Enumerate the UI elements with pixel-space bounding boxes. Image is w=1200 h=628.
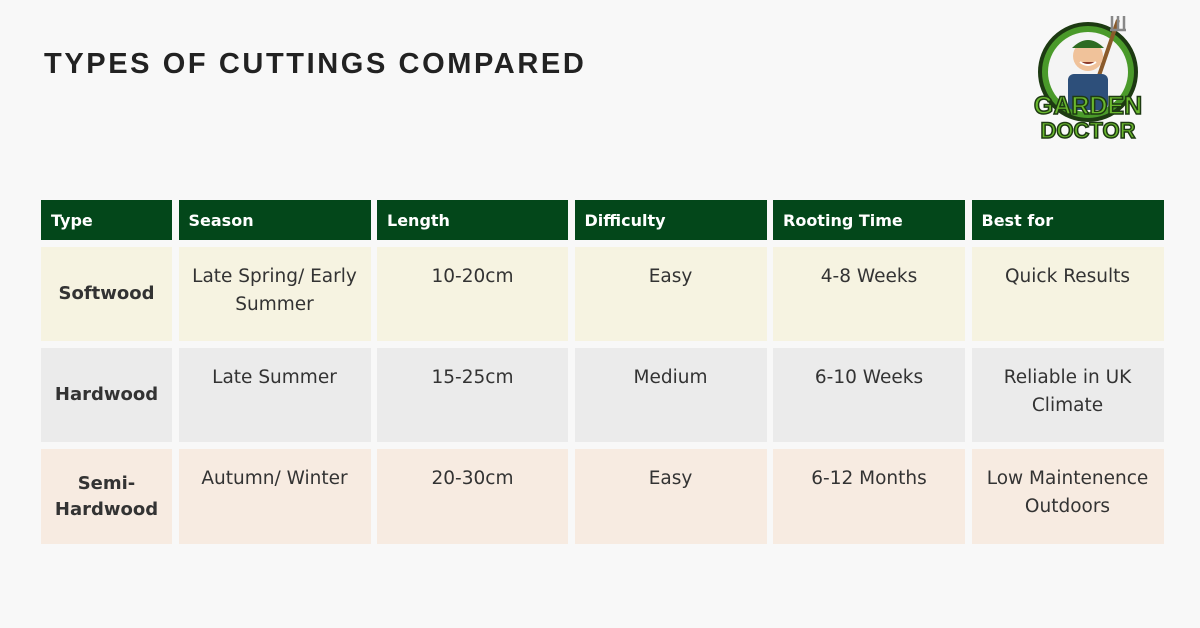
comparison-table: Type Season Length Difficulty Rooting Time Be… bbox=[41, 200, 1164, 544]
table-cell: Reliable in UK Climate bbox=[971, 348, 1164, 442]
logo-line1: GARDEN bbox=[1034, 92, 1142, 120]
table-cell: 6-10 Weeks bbox=[773, 348, 965, 442]
column-header: Difficulty bbox=[574, 200, 767, 240]
column-header: Season bbox=[178, 200, 371, 240]
column-header: Type bbox=[41, 200, 172, 240]
table-cell: Late Spring/ Early Summer bbox=[178, 247, 371, 341]
row-header: Softwood bbox=[41, 247, 172, 341]
table-cell: 10-20cm bbox=[377, 247, 568, 341]
column-header: Best for bbox=[971, 200, 1164, 240]
table-cell: 20-30cm bbox=[377, 449, 568, 544]
table-cell: 15-25cm bbox=[377, 348, 568, 442]
column-header: Length bbox=[377, 200, 568, 240]
page-title: TYPES OF CUTTINGS COMPARED bbox=[44, 48, 587, 80]
table-cell: Late Summer bbox=[178, 348, 371, 442]
column-header: Rooting Time bbox=[773, 200, 965, 240]
table-cell: 6-12 Months bbox=[773, 449, 965, 544]
table-cell: Easy bbox=[574, 247, 767, 341]
table-cell: Medium bbox=[574, 348, 767, 442]
table-cell: Quick Results bbox=[971, 247, 1164, 341]
row-header: Semi-Hardwood bbox=[41, 449, 172, 544]
logo: GARDEN DOCTOR bbox=[1033, 16, 1143, 144]
table-cell: Autumn/ Winter bbox=[178, 449, 371, 544]
table-cell: 4-8 Weeks bbox=[773, 247, 965, 341]
table-cell: Low Maintenence Outdoors bbox=[971, 449, 1164, 544]
logo-line2: DOCTOR bbox=[1041, 118, 1136, 143]
row-header: Hardwood bbox=[41, 348, 172, 442]
table-cell: Easy bbox=[574, 449, 767, 544]
